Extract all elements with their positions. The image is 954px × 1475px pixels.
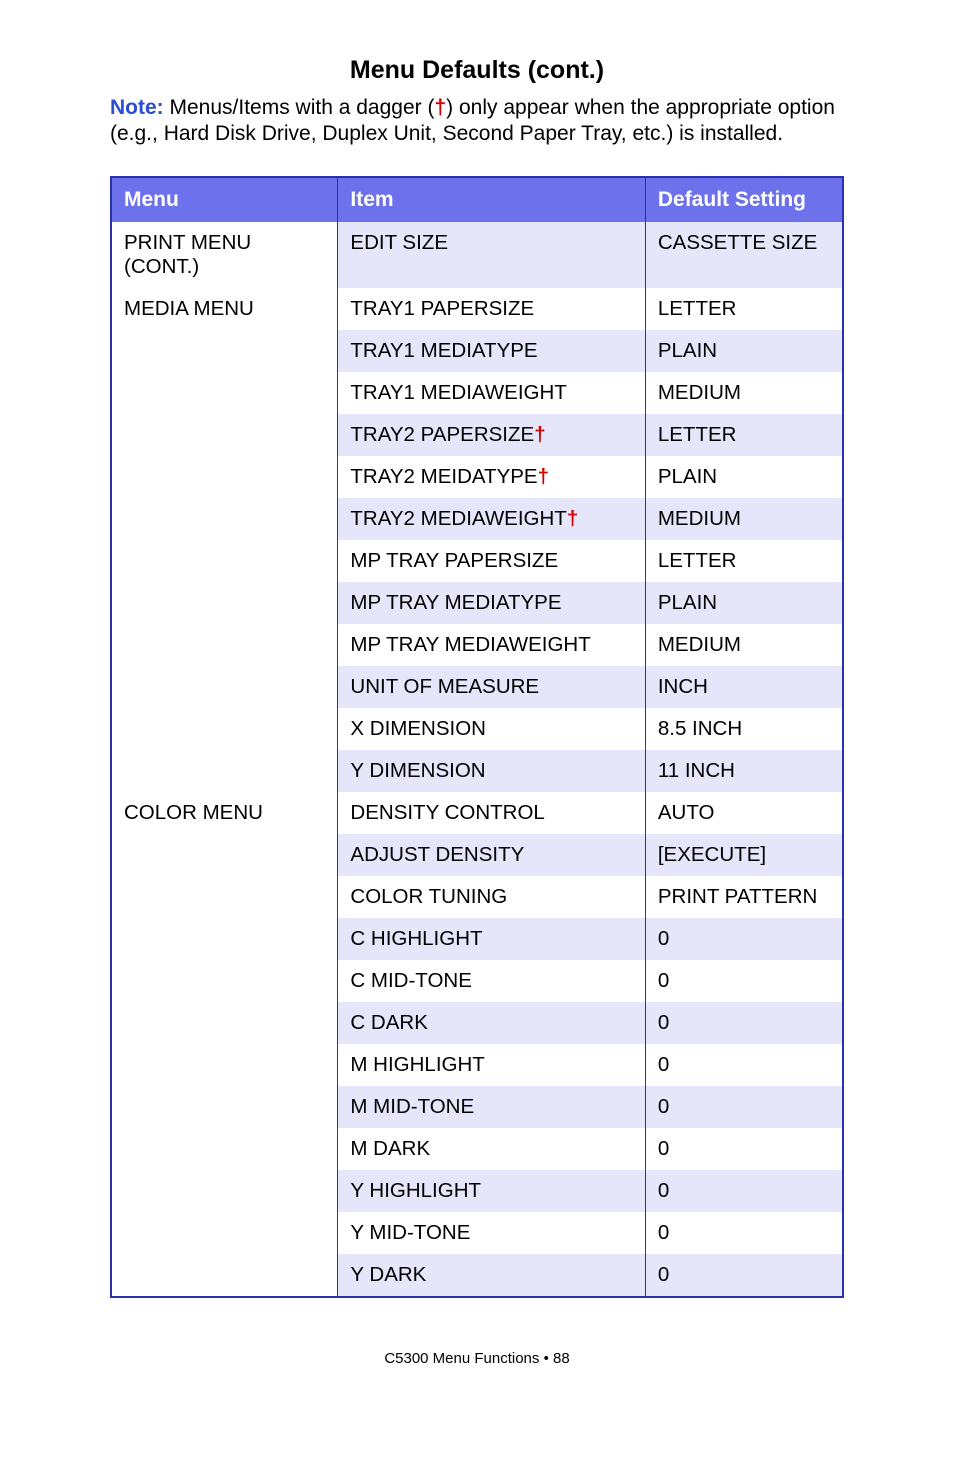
note-text-before: Menus/Items with a dagger ( xyxy=(164,96,435,119)
default-cell: PLAIN xyxy=(645,456,843,498)
default-cell: LETTER xyxy=(645,414,843,456)
page-title: Menu Defaults (cont.) xyxy=(110,56,844,85)
item-text: TRAY2 MEDIAWEIGHT xyxy=(350,507,566,530)
item-cell: EDIT SIZE xyxy=(338,222,645,288)
header-menu: Menu xyxy=(111,177,338,222)
default-cell: MEDIUM xyxy=(645,624,843,666)
item-cell: M MID-TONE xyxy=(338,1086,645,1128)
default-cell: MEDIUM xyxy=(645,498,843,540)
item-cell: M DARK xyxy=(338,1128,645,1170)
dagger-icon: † xyxy=(434,96,446,119)
dagger-icon: † xyxy=(567,507,578,530)
default-cell: [EXECUTE] xyxy=(645,834,843,876)
default-cell: 0 xyxy=(645,960,843,1002)
item-cell: COLOR TUNING xyxy=(338,876,645,918)
item-text: TRAY2 MEIDATYPE xyxy=(350,465,537,488)
default-cell: PLAIN xyxy=(645,330,843,372)
item-cell: TRAY2 MEIDATYPE† xyxy=(338,456,645,498)
dagger-icon: † xyxy=(534,423,545,446)
default-cell: 0 xyxy=(645,918,843,960)
item-cell: UNIT OF MEASURE xyxy=(338,666,645,708)
item-cell: TRAY1 PAPERSIZE xyxy=(338,288,645,330)
item-cell: C MID-TONE xyxy=(338,960,645,1002)
item-cell: C HIGHLIGHT xyxy=(338,918,645,960)
default-cell: PLAIN xyxy=(645,582,843,624)
default-cell: 0 xyxy=(645,1254,843,1297)
item-text: TRAY2 PAPERSIZE xyxy=(350,423,534,446)
note-paragraph: Note: Menus/Items with a dagger (†) only… xyxy=(110,95,844,148)
item-cell: X DIMENSION xyxy=(338,708,645,750)
item-cell: TRAY1 MEDIATYPE xyxy=(338,330,645,372)
menu-cell: PRINT MENU (CONT.) xyxy=(111,222,338,288)
default-cell: MEDIUM xyxy=(645,372,843,414)
default-cell: PRINT PATTERN xyxy=(645,876,843,918)
page-container: Menu Defaults (cont.) Note: Menus/Items … xyxy=(0,0,954,1407)
menu-defaults-table: Menu Item Default Setting PRINT MENU (CO… xyxy=(110,176,844,1298)
default-cell: LETTER xyxy=(645,540,843,582)
default-cell: 0 xyxy=(645,1086,843,1128)
item-cell: C DARK xyxy=(338,1002,645,1044)
table-row: COLOR MENUDENSITY CONTROLAUTO xyxy=(111,792,843,834)
header-item: Item xyxy=(338,177,645,222)
item-cell: Y HIGHLIGHT xyxy=(338,1170,645,1212)
default-cell: 0 xyxy=(645,1002,843,1044)
item-cell: DENSITY CONTROL xyxy=(338,792,645,834)
default-cell: 8.5 INCH xyxy=(645,708,843,750)
item-cell: MP TRAY MEDIATYPE xyxy=(338,582,645,624)
default-cell: 11 INCH xyxy=(645,750,843,792)
dagger-icon: † xyxy=(538,465,549,488)
default-cell: CASSETTE SIZE xyxy=(645,222,843,288)
table-row: MEDIA MENUTRAY1 PAPERSIZELETTER xyxy=(111,288,843,330)
default-cell: 0 xyxy=(645,1128,843,1170)
item-cell: TRAY2 MEDIAWEIGHT† xyxy=(338,498,645,540)
default-cell: 0 xyxy=(645,1170,843,1212)
item-cell: Y DARK xyxy=(338,1254,645,1297)
item-cell: MP TRAY MEDIAWEIGHT xyxy=(338,624,645,666)
default-cell: INCH xyxy=(645,666,843,708)
table-header-row: Menu Item Default Setting xyxy=(111,177,843,222)
menu-cell: MEDIA MENU xyxy=(111,288,338,792)
item-cell: Y MID-TONE xyxy=(338,1212,645,1254)
item-cell: TRAY2 PAPERSIZE† xyxy=(338,414,645,456)
default-cell: LETTER xyxy=(645,288,843,330)
default-cell: 0 xyxy=(645,1044,843,1086)
table-row: PRINT MENU (CONT.)EDIT SIZECASSETTE SIZE xyxy=(111,222,843,288)
item-cell: M HIGHLIGHT xyxy=(338,1044,645,1086)
menu-cell: COLOR MENU xyxy=(111,792,338,1297)
default-cell: AUTO xyxy=(645,792,843,834)
item-cell: Y DIMENSION xyxy=(338,750,645,792)
item-cell: TRAY1 MEDIAWEIGHT xyxy=(338,372,645,414)
table-body: PRINT MENU (CONT.)EDIT SIZECASSETTE SIZE… xyxy=(111,222,843,1297)
note-label: Note: xyxy=(110,96,164,119)
header-default: Default Setting xyxy=(645,177,843,222)
default-cell: 0 xyxy=(645,1212,843,1254)
item-cell: ADJUST DENSITY xyxy=(338,834,645,876)
item-cell: MP TRAY PAPERSIZE xyxy=(338,540,645,582)
page-footer: C5300 Menu Functions • 88 xyxy=(110,1350,844,1407)
